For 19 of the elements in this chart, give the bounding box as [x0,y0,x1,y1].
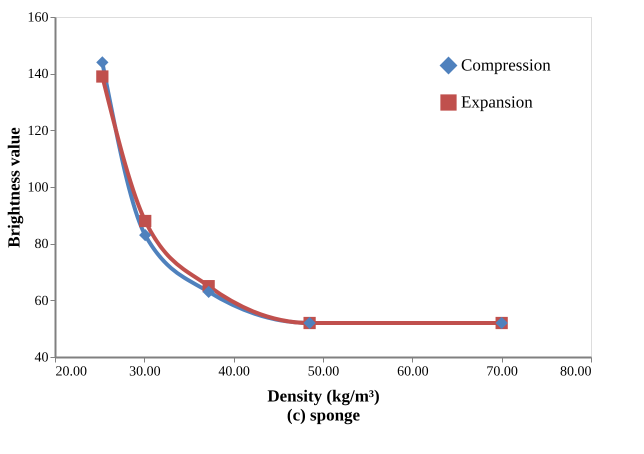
x-tick-label: 60.00 [397,364,429,380]
x-tick-label: 80.00 [560,364,592,380]
y-tick-label: 140 [28,67,48,82]
y-tick-label: 80 [34,237,48,252]
y-tick-label: 60 [34,294,48,309]
x-tick-label: 20.00 [56,364,87,380]
legend-label: Expansion [461,92,534,112]
legend-label: Compression [461,56,552,74]
y-tick-label: 100 [28,180,48,196]
y-tick-label: 40 [34,350,48,366]
x-axis-title: Density (kg/m³) [267,386,380,406]
y-tick-label: 160 [28,10,48,26]
x-tick-label: 70.00 [486,364,518,380]
x-tick-label: 50.00 [308,364,340,380]
y-tick-label: 120 [28,124,48,139]
x-tick-label: 40.00 [218,364,250,380]
x-tick-label: 30.00 [129,364,161,380]
text: (c) sponge [286,406,361,424]
y-axis-title: Brightness value [4,126,24,248]
